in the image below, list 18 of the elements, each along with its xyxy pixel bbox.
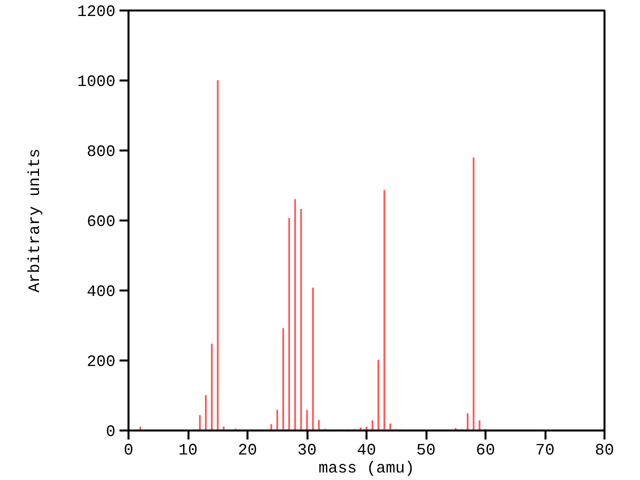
- x-tick-label: 0: [124, 442, 134, 460]
- y-tick-label: 1200: [77, 3, 116, 21]
- y-tick-label: 800: [86, 143, 116, 161]
- x-tick-label: 40: [356, 442, 376, 460]
- x-axis-title: mass (amu): [318, 460, 415, 478]
- y-tick-label: 200: [86, 353, 116, 371]
- y-tick-label: 0: [106, 423, 116, 441]
- x-tick-label: 10: [178, 442, 198, 460]
- y-tick-label: 600: [86, 213, 116, 231]
- x-tick-label: 30: [297, 442, 317, 460]
- x-tick-label: 50: [416, 442, 436, 460]
- y-tick-label: 400: [86, 283, 116, 301]
- y-axis-title: Arbitrary units: [26, 148, 44, 293]
- x-tick-label: 80: [594, 442, 614, 460]
- x-tick-label: 20: [238, 442, 258, 460]
- x-tick-label: 70: [535, 442, 555, 460]
- y-tick-label: 1000: [77, 73, 116, 91]
- x-tick-label: 60: [476, 442, 496, 460]
